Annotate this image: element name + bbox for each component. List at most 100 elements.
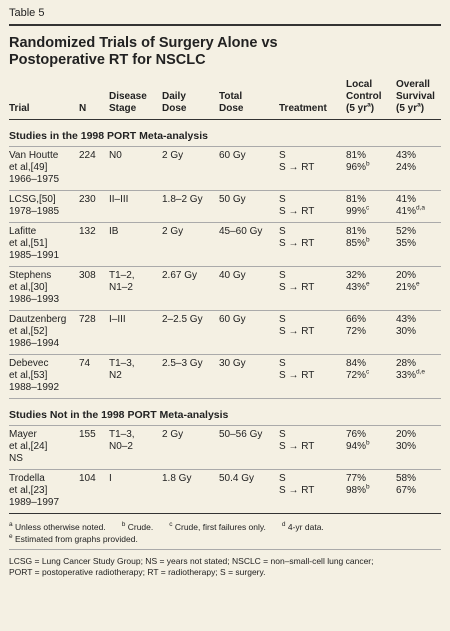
cell-total: 60 Gy bbox=[219, 146, 279, 191]
cell-line: N0–2 bbox=[109, 441, 162, 453]
section-row: Studies in the 1998 PORT Meta-analysis bbox=[9, 119, 441, 147]
cell-text: (5 yr bbox=[396, 103, 418, 114]
cell-overall: 28% 33%d,e bbox=[396, 354, 441, 399]
cell-line: 98%b bbox=[346, 483, 396, 497]
cell-text: 43% bbox=[396, 150, 417, 161]
cell-line: 60 Gy bbox=[219, 314, 279, 326]
cell-text: 52% bbox=[396, 226, 417, 237]
cell-line: 224 bbox=[79, 150, 109, 162]
cell-stage: N0 bbox=[109, 146, 162, 191]
cell-text: Debevec bbox=[9, 358, 49, 369]
cell-text: 41% bbox=[396, 206, 417, 217]
cell-text: 308 bbox=[79, 270, 96, 281]
cell-text: NS bbox=[9, 453, 23, 464]
cell-overall: 20% 30% bbox=[396, 425, 441, 470]
cell-text: S bbox=[279, 226, 286, 237]
cell-text: 43% bbox=[396, 314, 417, 325]
cell-total: 45–60 Gy bbox=[219, 222, 279, 267]
cell-text: 35% bbox=[396, 238, 417, 249]
cell-line: Treatment bbox=[279, 103, 346, 115]
abbreviation-line: PORT = postoperative radiotherapy; RT = … bbox=[9, 567, 266, 577]
cell-text: 74 bbox=[79, 358, 91, 369]
cell-text: S bbox=[279, 150, 286, 161]
note-mark: e bbox=[366, 280, 370, 288]
cell-daily: 1.8 Gy bbox=[162, 469, 219, 514]
cell-stage: T1–2, N1–2 bbox=[109, 266, 162, 311]
cell-line: Dautzenberg bbox=[9, 314, 79, 326]
cell-text: S → RT bbox=[279, 485, 315, 496]
column-header: Disease Stage bbox=[109, 79, 162, 120]
footnote-text: Unless otherwise noted. bbox=[15, 522, 106, 532]
cell-text: S → RT bbox=[279, 282, 315, 293]
cell-text: 50–56 Gy bbox=[219, 429, 263, 440]
cell-daily: 2.5–3 Gy bbox=[162, 354, 219, 399]
note-mark: c bbox=[366, 204, 370, 212]
cell-line: et al,[49] bbox=[9, 162, 79, 174]
cell-line: 132 bbox=[79, 226, 109, 238]
cell-trial: Trodella et al,[23] 1989–1997 bbox=[9, 469, 79, 514]
cell-text: N0–2 bbox=[109, 441, 133, 452]
data-row: Lafitte et al,[51] 1985–1991 132 IB 2 Gy 45–60… bbox=[9, 222, 441, 267]
cell-text: Stephens bbox=[9, 270, 52, 281]
cell-text: 1.8 Gy bbox=[162, 473, 192, 484]
cell-line: 96%b bbox=[346, 161, 396, 174]
cell-text: T1–3, bbox=[109, 429, 135, 440]
cell-text: 2–2.5 Gy bbox=[162, 314, 203, 325]
cell-line: 99%c bbox=[346, 204, 396, 218]
cell-text: S bbox=[279, 429, 286, 440]
cell-line: S → RT bbox=[279, 206, 346, 218]
cell-text: 41% bbox=[396, 194, 417, 205]
cell-text: Dose bbox=[219, 103, 244, 114]
cell-daily: 2 Gy bbox=[162, 146, 219, 191]
cell-line: et al,[24] bbox=[9, 441, 79, 453]
cell-line: Mayer bbox=[9, 429, 79, 441]
cell-text: 81% bbox=[346, 226, 367, 237]
cell-text: 104 bbox=[79, 473, 96, 484]
cell-line: S → RT bbox=[279, 370, 346, 382]
cell-text: 2 Gy bbox=[162, 429, 184, 440]
cell-line: 45–60 Gy bbox=[219, 226, 279, 238]
cell-line: S bbox=[279, 270, 346, 282]
section-title: Studies Not in the 1998 PORT Meta-analys… bbox=[9, 398, 441, 426]
cell-text: Control bbox=[346, 91, 382, 102]
cell-text: T1–2, bbox=[109, 270, 135, 281]
cell-line: II–III bbox=[109, 194, 162, 206]
cell-stage: IB bbox=[109, 222, 162, 267]
abbreviation-line: LCSG = Lung Cancer Study Group; NS = yea… bbox=[9, 556, 374, 566]
cell-line: 20% bbox=[396, 429, 441, 441]
column-header: Treatment bbox=[279, 79, 346, 120]
cell-trial: Van Houtte et al,[49] 1966–1975 bbox=[9, 146, 79, 191]
cell-line: 2.5–3 Gy bbox=[162, 358, 219, 370]
footnotes: a Unless otherwise noted. b Crude. c Crude… bbox=[9, 521, 441, 550]
cell-line: I bbox=[109, 473, 162, 485]
cell-line: LCSG,[50] bbox=[9, 194, 79, 206]
cell-daily: 2.67 Gy bbox=[162, 266, 219, 311]
cell-line: 77% bbox=[346, 473, 396, 485]
cell-text: 81% bbox=[346, 150, 367, 161]
footnote: d 4-yr data. bbox=[282, 521, 324, 533]
note-mark: c bbox=[169, 521, 173, 529]
cell-line: 81% bbox=[346, 194, 396, 206]
note-mark: e bbox=[416, 280, 420, 288]
cell-line: Daily bbox=[162, 91, 219, 103]
cell-line: 2–2.5 Gy bbox=[162, 314, 219, 326]
cell-text: 2.5–3 Gy bbox=[162, 358, 203, 369]
cell-line: 33%d,e bbox=[396, 368, 441, 382]
note-mark: d,e bbox=[416, 368, 426, 376]
note-mark: b bbox=[366, 483, 370, 491]
cell-overall: 52% 35% bbox=[396, 222, 441, 267]
note-mark: a bbox=[417, 101, 421, 109]
cell-line: 28% bbox=[396, 358, 441, 370]
cell-text: 20% bbox=[396, 429, 417, 440]
data-row: Trodella et al,[23] 1989–1997 104 I 1.8 Gy 50.… bbox=[9, 469, 441, 514]
cell-n: 230 bbox=[79, 190, 109, 223]
cell-text: T1–3, bbox=[109, 358, 135, 369]
cell-text: Overall bbox=[396, 79, 430, 90]
section-row: Studies Not in the 1998 PORT Meta-analys… bbox=[9, 398, 441, 426]
cell-text: 99% bbox=[346, 206, 367, 217]
cell-text: Lafitte bbox=[9, 226, 37, 237]
cell-text: 1986–1994 bbox=[9, 338, 60, 349]
column-header: Daily Dose bbox=[162, 79, 219, 120]
note-mark: d,a bbox=[416, 204, 426, 212]
cell-text: 60 Gy bbox=[219, 314, 246, 325]
